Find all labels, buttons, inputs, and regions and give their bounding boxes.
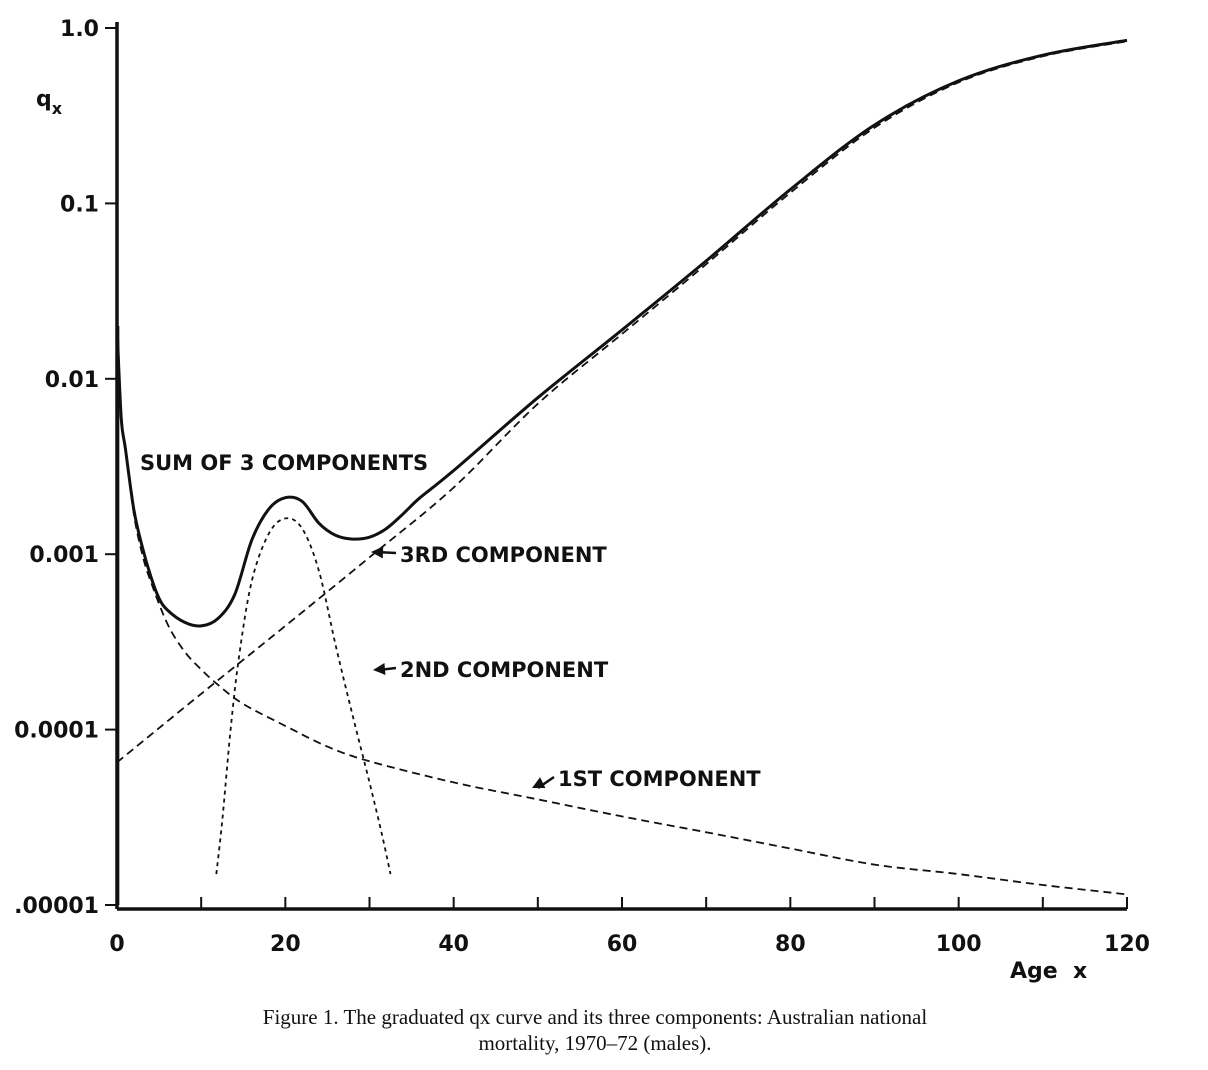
annotation-label: 2ND COMPONENT <box>400 658 609 682</box>
annotation-label: 1ST COMPONENT <box>558 767 761 791</box>
y-tick-label: .00001 <box>14 894 99 919</box>
annotation-arrow-head <box>532 777 546 788</box>
series-lines <box>115 38 1128 905</box>
series-line-1 <box>115 38 1128 628</box>
x-tick-label: 60 <box>607 932 638 957</box>
series-line-4 <box>116 40 1128 764</box>
series-line-2 <box>120 417 1128 896</box>
y-tick-label: 0.1 <box>60 192 99 217</box>
y-tick-label: 0.01 <box>45 368 99 393</box>
x-tick-label: 0 <box>109 932 124 957</box>
x-tick-label: 120 <box>1104 932 1150 957</box>
annotation-arrow-head <box>373 662 386 675</box>
annotation-arrow-head <box>371 546 384 559</box>
annotation-label: SUM OF 3 COMPONENTS <box>140 451 428 475</box>
x-tick-label: 80 <box>775 932 806 957</box>
series-line-3 <box>215 517 392 875</box>
y-tick-label: 0.001 <box>29 543 99 568</box>
caption-line-1: Figure 1. The graduated qx curve and its… <box>262 1005 928 1029</box>
caption-line-2: mortality, 1970–72 (males). <box>478 1031 712 1055</box>
y-tick-label: 0.0001 <box>14 719 99 744</box>
y-axis-label-subscript: x <box>52 99 63 118</box>
y-ticks: .00001 0.0001 0.001 0.01 0.1 1.0 <box>14 17 117 919</box>
x-tick-label: 100 <box>936 932 982 957</box>
x-ticks: 0 20 40 60 80 100 120 <box>109 897 1150 957</box>
x-axis-label: Age x <box>1010 959 1087 984</box>
y-axis-label: qx <box>36 87 63 118</box>
figure-caption: Figure 1. The graduated qx curve and its… <box>130 1004 1060 1056</box>
annotations: SUM OF 3 COMPONENTS 3RD COMPONENT 2ND COMP… <box>140 451 761 791</box>
x-tick-label: 40 <box>438 932 469 957</box>
annotation-label: 3RD COMPONENT <box>400 543 607 567</box>
y-tick-label: 1.0 <box>60 17 99 42</box>
x-tick-label: 20 <box>270 932 301 957</box>
